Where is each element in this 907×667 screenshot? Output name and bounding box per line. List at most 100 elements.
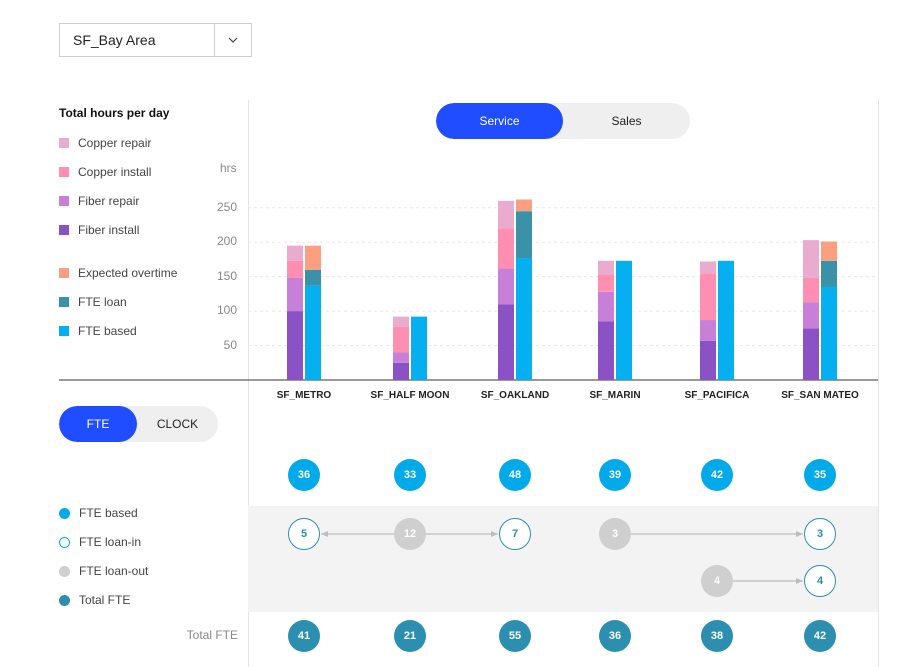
demand-bar-segment [498,304,514,380]
supply-bar-segment [305,285,321,380]
demand-bar-segment [598,274,614,292]
fte-total-circle: 21 [394,620,426,652]
fte-legend-dot [59,507,70,519]
total-fte-label: Total FTE [186,628,238,642]
fte-legend-dot [59,536,70,548]
legend-item: Copper install [59,165,151,179]
y-tick-label: 150 [216,268,237,283]
supply-bar-segment [821,260,837,287]
fte-legend-label: Total FTE [79,593,131,607]
mode-toggle-service[interactable]: Service [436,103,563,139]
demand-bar-segment [393,316,409,327]
legend-item: Copper repair [59,136,151,150]
x-tick-label: SF_MARIN [589,390,641,401]
fte-based-circle: 39 [599,459,631,491]
fte-legend-item: FTE loan-in [59,535,141,549]
x-tick-label: SF_OAKLAND [480,390,550,401]
fte-legend-dot [59,594,70,606]
fte-total-circle: 38 [701,620,733,652]
fte-loan-out-circle: 3 [599,518,631,550]
region-dropdown[interactable]: SF_Bay Area [59,23,252,57]
fte-loan-band [248,506,878,612]
supply-bar-segment [516,211,532,259]
y-tick-label: 50 [223,337,237,352]
fte-based-circle: 48 [499,459,531,491]
demand-bar-segment [700,340,716,380]
legend-swatch [59,268,69,278]
mode-toggle-sales[interactable]: Sales [611,114,642,128]
legend-item: FTE based [59,324,137,338]
legend-swatch [59,297,69,307]
demand-bar-segment [598,260,614,275]
fte-loan-in-circle: 4 [804,565,836,597]
fte-legend-label: FTE loan-out [79,564,149,578]
x-tick-label: SF_METRO [276,390,332,401]
legend-swatch [59,167,69,177]
demand-bar-segment [803,302,819,329]
chevron-down-icon[interactable] [214,24,251,56]
legend-title: Total hours per day [59,106,170,120]
demand-bar-segment [498,200,514,229]
demand-bar-segment [287,278,303,312]
supply-bar-segment [516,258,532,380]
supply-bar-segment [411,316,427,380]
x-tick-label: SF_SAN MATEO [781,390,859,401]
fte-loan-in-circle: 3 [804,518,836,550]
legend-item: FTE loan [59,295,127,309]
supply-bar-segment [821,241,837,261]
demand-bar-segment [498,268,514,305]
legend-label: FTE loan [78,295,127,309]
fte-legend-label: FTE based [79,506,138,520]
legend-label: Copper repair [78,136,152,150]
fte-loan-out-circle: 4 [701,565,733,597]
supply-bar-segment [718,260,734,380]
chart-right-border [878,100,879,667]
supply-bar-segment [821,286,837,380]
view-toggle-clock[interactable]: CLOCK [156,417,199,431]
legend-label: Fiber repair [78,194,140,208]
demand-bar-segment [598,291,614,322]
demand-bar-segment [393,352,409,363]
legend-label: FTE based [78,324,137,338]
y-tick-label: 100 [216,303,237,318]
mode-toggle[interactable]: Service Sales [436,103,690,139]
demand-bar-segment [393,362,409,380]
demand-bar-segment [700,261,716,274]
demand-bar-segment [803,278,819,303]
view-toggle[interactable]: FTE CLOCK [59,406,218,442]
demand-bar-segment [700,273,716,321]
supply-bar-segment [305,269,321,286]
fte-legend-item: Total FTE [59,593,130,607]
legend-swatch [59,196,69,206]
fte-based-circle: 36 [288,459,320,491]
fte-based-circle: 35 [804,459,836,491]
fte-based-circle: 42 [701,459,733,491]
fte-legend-item: FTE loan-out [59,564,148,578]
legend-item: Fiber install [59,223,139,237]
y-tick-label: 200 [216,234,237,249]
fte-total-circle: 55 [499,620,531,652]
legend-label: Fiber install [78,223,140,237]
region-dropdown-value: SF_Bay Area [73,32,156,48]
demand-bar-segment [598,321,614,380]
legend-swatch [59,138,69,148]
view-toggle-fte[interactable]: FTE [59,406,137,442]
supply-bar-segment [616,260,632,380]
fte-based-circle: 33 [394,459,426,491]
bar-chart [59,199,878,381]
fte-loan-in-circle: 7 [499,518,531,550]
x-tick-label: SF_HALF MOON [370,390,450,401]
demand-bar-segment [393,326,409,353]
demand-bar-segment [803,328,819,380]
x-tick-label: SF_PACIFICA [684,390,750,401]
legend-item: Expected overtime [59,266,177,280]
fte-legend-item: FTE based [59,506,138,520]
fte-loan-in-circle: 5 [288,518,320,550]
legend-item: Fiber repair [59,194,139,208]
fte-total-circle: 41 [288,620,320,652]
demand-bar-segment [287,260,303,279]
legend-swatch [59,225,69,235]
supply-bar-segment [305,245,321,270]
y-tick-label: 250 [216,199,237,214]
